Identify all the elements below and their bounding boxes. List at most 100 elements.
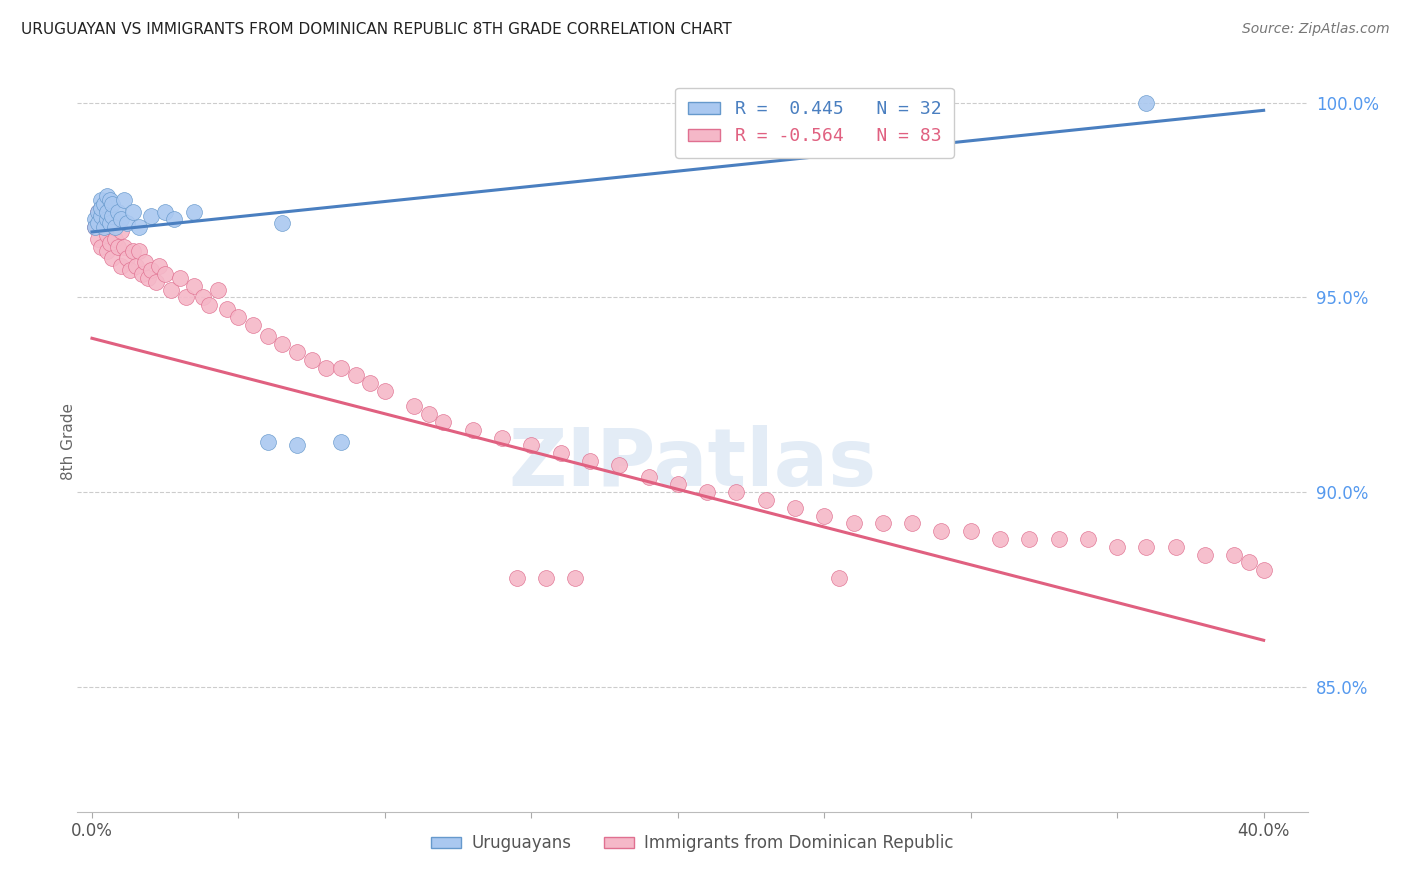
Point (1018, 532, 1040, 546)
Point (301, 352, 323, 367)
Point (271, 337, 294, 351)
Point (101, 197, 124, 211)
Point (374, 384, 396, 398)
Point (215, 301, 238, 316)
Text: URUGUAYAN VS IMMIGRANTS FROM DOMINICAN REPUBLIC 8TH GRADE CORRELATION CHART: URUGUAYAN VS IMMIGRANTS FROM DOMINICAN R… (21, 22, 733, 37)
Point (988, 532, 1011, 546)
Point (183, 204, 205, 219)
Point (931, 524, 953, 538)
Point (285, 438, 308, 452)
Point (139, 263, 162, 277)
Point (1047, 532, 1070, 546)
Point (93, 220, 115, 235)
Point (90, 240, 112, 254)
Point (104, 232, 127, 246)
Point (432, 415, 454, 429)
Point (1107, 540, 1129, 554)
Point (696, 485, 718, 500)
Point (101, 252, 124, 266)
Point (145, 275, 167, 289)
Point (131, 267, 153, 281)
Point (104, 220, 127, 235)
Point (330, 360, 353, 375)
Point (1223, 548, 1246, 562)
Point (112, 193, 135, 207)
Point (872, 516, 894, 531)
Point (96, 204, 118, 219)
Point (315, 360, 337, 375)
Point (96, 244, 118, 258)
Text: ZIPatlas: ZIPatlas (509, 425, 876, 503)
Point (207, 283, 229, 297)
Point (153, 267, 177, 281)
Point (136, 271, 159, 285)
Point (1194, 548, 1216, 562)
Point (128, 244, 150, 258)
Point (90, 193, 112, 207)
Point (98, 193, 121, 207)
Point (87, 232, 110, 246)
Point (404, 400, 426, 414)
Point (1135, 95, 1157, 110)
Point (115, 252, 138, 266)
Point (901, 516, 924, 531)
Point (607, 458, 630, 472)
Point (198, 298, 221, 312)
Point (110, 212, 132, 227)
Point (461, 423, 484, 437)
Point (579, 454, 602, 468)
Point (755, 493, 778, 508)
Point (1077, 532, 1099, 546)
Point (344, 368, 367, 383)
Point (842, 516, 865, 531)
Point (813, 508, 835, 523)
Point (90, 201, 112, 215)
Point (134, 255, 156, 269)
Point (725, 485, 748, 500)
Point (160, 283, 183, 297)
Point (84, 220, 107, 235)
Point (120, 263, 141, 277)
Point (112, 240, 135, 254)
Point (90, 212, 112, 227)
Point (96, 189, 118, 203)
Point (256, 434, 278, 449)
Point (163, 212, 186, 227)
Point (98, 216, 121, 230)
Point (122, 204, 145, 219)
Point (98, 235, 121, 250)
Point (96, 212, 118, 227)
Point (1135, 540, 1157, 554)
Point (330, 434, 353, 449)
Point (520, 438, 543, 452)
Point (115, 216, 138, 230)
Point (139, 209, 162, 223)
Y-axis label: 8th Grade: 8th Grade (62, 403, 76, 480)
Point (564, 571, 586, 585)
Point (93, 197, 115, 211)
Point (271, 216, 294, 230)
Point (87, 204, 110, 219)
Legend: Uruguayans, Immigrants from Dominican Republic: Uruguayans, Immigrants from Dominican Re… (425, 828, 960, 859)
Point (148, 259, 170, 273)
Point (125, 259, 148, 273)
Point (169, 271, 191, 285)
Point (87, 204, 110, 219)
Point (84, 220, 107, 235)
Point (183, 278, 205, 293)
Point (1164, 540, 1187, 554)
Text: Source: ZipAtlas.com: Source: ZipAtlas.com (1241, 22, 1389, 37)
Point (87, 216, 110, 230)
Point (110, 224, 132, 238)
Point (101, 220, 124, 235)
Point (359, 376, 381, 390)
Point (110, 259, 132, 273)
Point (285, 345, 308, 359)
Point (550, 446, 572, 460)
Point (506, 571, 529, 585)
Point (228, 310, 250, 324)
Point (1253, 563, 1275, 577)
Point (242, 318, 264, 332)
Point (93, 220, 115, 235)
Point (122, 244, 145, 258)
